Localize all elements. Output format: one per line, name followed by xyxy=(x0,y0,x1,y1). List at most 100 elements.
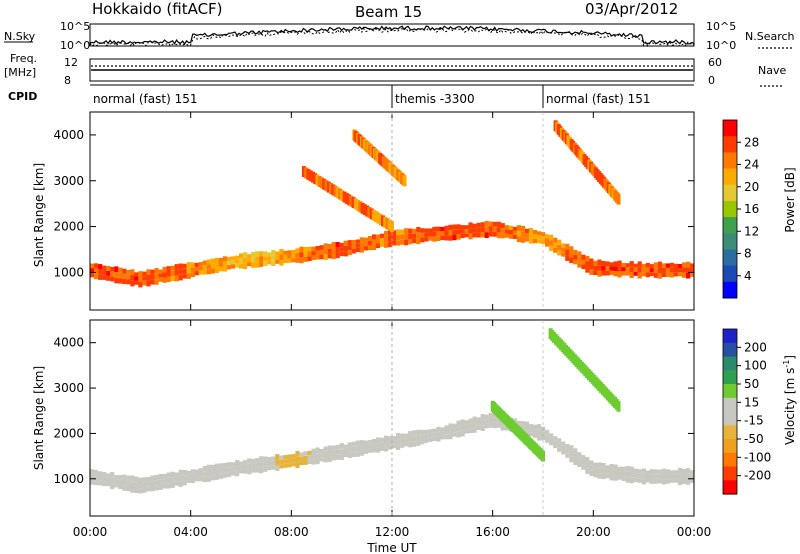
echo-cell xyxy=(657,273,662,279)
echo-cell xyxy=(182,273,187,279)
echo-cell xyxy=(565,448,570,454)
echo-cell xyxy=(416,238,421,245)
echo-cell xyxy=(520,225,526,232)
echo-cell xyxy=(537,239,542,244)
echo-cell xyxy=(106,266,111,271)
echo-cell xyxy=(420,434,425,440)
echo-cell xyxy=(476,222,481,228)
echo-cell xyxy=(613,266,618,272)
echo-cell xyxy=(649,474,654,479)
echo-cell xyxy=(130,269,135,275)
echo-cell xyxy=(106,477,111,482)
echo-cell xyxy=(375,234,381,239)
echo-cell xyxy=(230,471,236,476)
echo-cell xyxy=(633,477,638,483)
echo-cell xyxy=(138,483,143,489)
echo-cell xyxy=(561,252,566,257)
echo-cell xyxy=(311,448,316,454)
echo-cell xyxy=(243,257,248,264)
echo-cell xyxy=(581,455,586,460)
echo-cell xyxy=(440,431,445,436)
echo-cell xyxy=(214,267,219,273)
echo-cell xyxy=(545,438,550,443)
colorbar-tick-label: 15 xyxy=(744,395,759,409)
echo-cell xyxy=(404,228,409,234)
echo-cell xyxy=(392,240,397,246)
echo-cell xyxy=(633,473,638,478)
echo-cell xyxy=(649,268,654,273)
echo-cell xyxy=(287,458,292,464)
echo-cell xyxy=(460,419,465,426)
echo-cell xyxy=(428,236,433,241)
echo-cell xyxy=(448,230,453,236)
echo-cell xyxy=(90,469,95,475)
echo-cell xyxy=(532,429,538,434)
echo-cell xyxy=(557,438,562,443)
echo-cell xyxy=(617,475,622,480)
echo-cell xyxy=(307,256,312,262)
echo-cell xyxy=(255,251,260,257)
echo-cell xyxy=(404,433,409,438)
echo-cell xyxy=(645,470,650,475)
echo-cell xyxy=(367,444,373,449)
echo-cell xyxy=(198,472,203,477)
velocity-colorbar-label: Velocity [m s-1] xyxy=(782,355,797,445)
echo-cell xyxy=(488,412,493,418)
echo-cell xyxy=(581,460,586,465)
echo-cell xyxy=(315,453,320,459)
echo-cell xyxy=(174,275,179,282)
echo-cell xyxy=(436,436,441,442)
echo-cell xyxy=(186,262,191,268)
echo-cell xyxy=(637,478,642,483)
echo-cell xyxy=(456,224,461,230)
echo-cell xyxy=(259,256,264,262)
echo-cell xyxy=(589,263,594,270)
echo-cell xyxy=(267,461,272,466)
echo-cell xyxy=(452,229,457,235)
echo-cell xyxy=(379,437,385,443)
echo-cell xyxy=(500,228,505,234)
echo-cell xyxy=(114,266,119,272)
echo-cell xyxy=(182,268,187,274)
echo-cell xyxy=(440,435,445,440)
echo-trace-cell-0 xyxy=(367,207,372,218)
echo-cell xyxy=(384,440,389,447)
echo-cell xyxy=(452,224,457,230)
echo-cell xyxy=(146,486,151,492)
echo-cell xyxy=(263,256,268,262)
echo-cell xyxy=(299,456,304,461)
echo-cell xyxy=(657,261,662,268)
echo-cell xyxy=(118,479,123,485)
echo-cell xyxy=(456,426,461,432)
echo-cell xyxy=(569,246,574,252)
echo-cell xyxy=(657,478,662,484)
echo-cell xyxy=(126,475,131,481)
echo-cell xyxy=(420,232,425,238)
echo-cell xyxy=(283,463,288,468)
echo-trace-cell-0 xyxy=(541,450,545,462)
echo-cell xyxy=(617,471,622,476)
echo-cell xyxy=(476,425,481,430)
echo-cell xyxy=(448,224,453,231)
echo-cell xyxy=(206,259,211,265)
echo-cell xyxy=(448,423,453,429)
echo-cell xyxy=(271,250,276,256)
echo-cell xyxy=(106,271,111,276)
echo-cell xyxy=(307,246,312,252)
echo-cell xyxy=(202,265,207,270)
echo-cell xyxy=(452,235,457,241)
echo-trace-cell-0 xyxy=(356,199,361,211)
echo-cell xyxy=(392,235,397,241)
echo-cell xyxy=(629,477,634,484)
echo-cell xyxy=(287,258,292,263)
echo-cell xyxy=(327,451,332,457)
echo-cell xyxy=(351,446,356,452)
echo-cell xyxy=(339,242,344,248)
echo-cell xyxy=(492,226,497,232)
echo-cell xyxy=(669,478,675,483)
echo-cell xyxy=(323,254,328,260)
echo-cell xyxy=(686,468,691,474)
echo-cell xyxy=(565,453,570,458)
echo-cell xyxy=(508,234,513,239)
echo-cell xyxy=(275,465,280,472)
